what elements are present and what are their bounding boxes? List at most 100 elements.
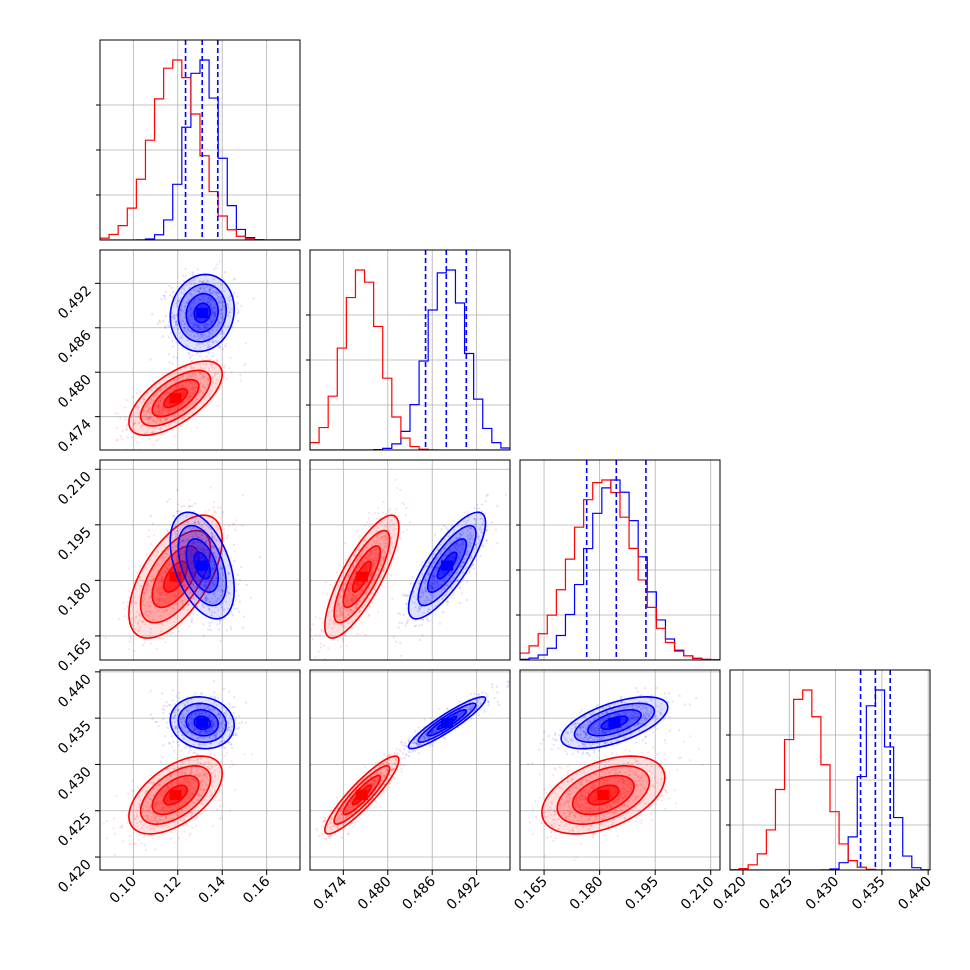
sample-point — [241, 524, 244, 527]
sample-point — [330, 609, 333, 612]
sample-point — [184, 773, 187, 776]
sample-point — [377, 511, 380, 515]
sample-point — [188, 535, 191, 538]
sample-point — [219, 715, 222, 718]
sample-point — [478, 538, 481, 541]
sample-point — [168, 596, 172, 599]
sample-point — [148, 415, 151, 418]
sample-point — [196, 339, 199, 342]
sample-point — [213, 537, 216, 540]
sample-point — [440, 550, 443, 553]
sample-point — [212, 720, 215, 723]
sample-point — [213, 312, 216, 315]
sample-point — [181, 540, 184, 543]
sample-point — [167, 336, 170, 339]
sample-point — [203, 551, 206, 554]
sample-point — [147, 417, 150, 421]
sample-point — [183, 327, 187, 330]
sample-point — [181, 538, 184, 541]
sample-point — [181, 378, 184, 381]
sample-point — [231, 325, 234, 328]
sample-point — [343, 625, 346, 628]
sample-point — [136, 441, 139, 444]
sample-point — [209, 629, 212, 632]
sample-point — [172, 595, 175, 598]
sample-point — [160, 387, 163, 390]
sample-point — [134, 800, 137, 803]
sample-point — [196, 328, 199, 332]
sample-point — [347, 588, 350, 591]
sample-point — [188, 321, 191, 324]
sample-point — [233, 607, 236, 610]
sample-point — [168, 361, 171, 364]
sample-point — [182, 326, 185, 329]
sample-point — [211, 332, 214, 335]
sample-point — [411, 576, 414, 579]
sample-point — [182, 556, 186, 559]
sample-point — [135, 601, 138, 605]
sample-point — [196, 351, 199, 355]
sample-point — [361, 552, 364, 556]
density-peak-red — [169, 393, 182, 404]
sample-point — [377, 506, 380, 509]
sample-point — [212, 312, 215, 315]
sample-point — [230, 308, 233, 311]
sample-point — [190, 563, 193, 567]
sample-point — [210, 726, 213, 729]
sample-point — [218, 619, 221, 622]
sample-point — [188, 374, 191, 378]
sample-point — [384, 536, 387, 539]
sample-point — [213, 325, 216, 328]
sample-point — [197, 324, 200, 327]
sample-point — [355, 597, 358, 600]
sample-point — [346, 613, 349, 616]
sample-point — [175, 386, 178, 389]
sample-point — [198, 743, 201, 746]
sample-point — [202, 548, 205, 551]
sample-point — [359, 564, 362, 568]
sample-point — [152, 443, 155, 446]
sample-point — [161, 806, 164, 809]
sample-point — [200, 794, 203, 797]
sample-point — [205, 598, 208, 602]
sample-point — [174, 544, 177, 548]
sample-point — [219, 566, 222, 569]
sample-point — [162, 398, 165, 401]
sample-point — [158, 428, 162, 431]
sample-point — [223, 290, 226, 293]
sample-point — [168, 741, 171, 745]
sample-point — [203, 328, 206, 332]
sample-point — [213, 697, 217, 700]
sample-point — [165, 409, 168, 412]
corner-plot-layer: 0.10 0.12 0.14 0.16 0.474 0.480 0.486 0.492 0.16… — [55, 39, 935, 913]
sample-point — [119, 826, 122, 829]
sample-point — [210, 389, 213, 392]
sample-point — [153, 803, 157, 806]
sample-point — [356, 558, 359, 561]
sample-point — [354, 595, 357, 599]
sample-point — [191, 540, 194, 543]
sample-point — [384, 545, 387, 548]
sample-point — [228, 706, 231, 709]
sample-point — [242, 364, 245, 367]
sample-point — [133, 422, 136, 425]
sample-point — [375, 548, 378, 551]
sample-point — [213, 722, 216, 725]
sample-point — [207, 297, 210, 300]
sample-point — [150, 811, 153, 814]
sample-point — [191, 388, 194, 391]
sample-point — [355, 606, 358, 610]
sample-point — [372, 563, 375, 567]
sample-point — [154, 421, 157, 424]
sample-point — [164, 817, 167, 820]
sample-point — [438, 602, 441, 605]
sample-point — [162, 320, 165, 323]
sample-point — [197, 391, 200, 394]
sample-point — [158, 388, 161, 391]
sample-point — [433, 577, 436, 581]
sample-point — [178, 404, 181, 407]
sample-point — [462, 531, 465, 534]
sample-point — [355, 606, 358, 609]
sample-point — [157, 592, 161, 595]
sample-point — [401, 622, 404, 625]
